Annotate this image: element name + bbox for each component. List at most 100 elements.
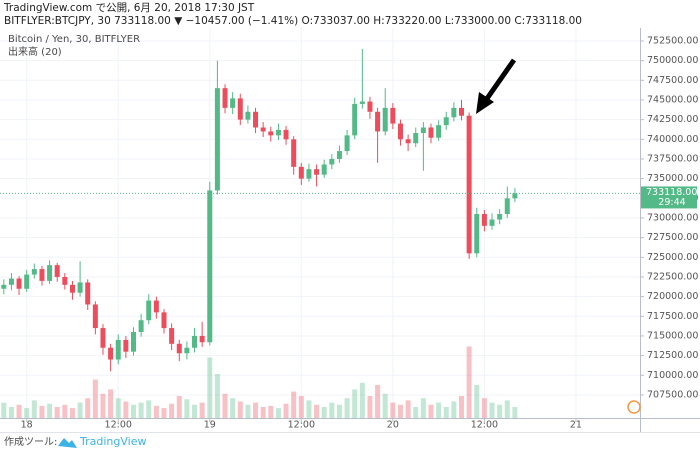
volume-bar: [253, 402, 259, 418]
volume-bar: [474, 385, 480, 418]
volume-bar: [69, 408, 75, 418]
candle-body: [8, 278, 14, 285]
candle-body: [298, 166, 304, 179]
candle-body: [390, 107, 396, 124]
footer-brand[interactable]: TradingView: [79, 435, 146, 448]
volume-bar: [39, 405, 45, 418]
volume-bar: [413, 407, 419, 418]
candle-body: [108, 347, 114, 360]
x-tick-label: 12:00: [105, 420, 132, 431]
volume-bar: [443, 407, 449, 418]
volume-bar: [298, 396, 304, 418]
volume-bar: [214, 374, 220, 418]
candle-body: [306, 169, 312, 179]
candle-body: [230, 98, 236, 108]
footer-made-with: 作成ツール:: [4, 436, 57, 448]
candle-body: [153, 300, 159, 313]
candle-body: [77, 282, 83, 293]
volume-bar: [176, 396, 182, 418]
candle-body: [474, 214, 480, 254]
candle-body: [329, 158, 335, 165]
y-tick-label: 750000.00: [647, 55, 698, 66]
price-pane: [0, 48, 640, 372]
volume-bar: [466, 346, 472, 418]
candle-body: [253, 111, 259, 128]
volume-bar: [367, 396, 373, 418]
annotation-arrow: [476, 58, 517, 114]
candle-body: [192, 335, 198, 348]
volume-bar: [130, 404, 136, 418]
axes: 707500.00 710000.00 712500.00 715000.00 7175…: [21, 35, 699, 430]
volume-bar: [451, 401, 457, 418]
candle-body: [489, 219, 495, 226]
candle-body: [169, 328, 175, 344]
candle-body: [466, 115, 472, 254]
volume-bar: [24, 408, 30, 418]
candle-body: [69, 284, 75, 293]
candle-body: [481, 214, 487, 226]
x-tick-label: 18: [21, 420, 33, 431]
candle-body: [146, 300, 152, 321]
candle-body: [459, 107, 465, 116]
candle-body: [428, 127, 434, 138]
volume-bar: [31, 400, 37, 418]
candle-body: [130, 332, 136, 352]
last-price-tag: [641, 186, 697, 209]
volume-bar: [420, 398, 426, 418]
y-tick-label: 747500.00: [647, 75, 698, 86]
volume-bar: [283, 403, 289, 418]
volume-bar: [260, 407, 266, 418]
volume-bar: [230, 398, 236, 418]
volume-bar: [169, 403, 175, 418]
candle-body: [245, 111, 251, 120]
candle-body: [512, 193, 518, 199]
volume-bar: [382, 393, 388, 418]
candle-body: [85, 282, 91, 305]
volume-bar: [245, 404, 251, 418]
y-tick-label: 727500.00: [647, 232, 698, 243]
y-tick-label: 710000.00: [647, 370, 698, 381]
volume-bar: [291, 391, 297, 418]
volume-bar: [123, 401, 129, 418]
candle-body: [123, 339, 129, 352]
candle-body: [260, 127, 266, 132]
candle-body: [504, 198, 510, 215]
volume-bar: [512, 407, 518, 418]
volume-bar: [16, 404, 22, 418]
volume-bar: [405, 400, 411, 418]
y-tick-label: 752500.00: [647, 35, 698, 46]
y-tick-label: 720000.00: [647, 291, 698, 302]
volume-bar: [138, 402, 144, 418]
volume-bar: [314, 404, 320, 418]
y-tick-label: 715000.00: [647, 330, 698, 341]
volume-bar: [222, 393, 228, 418]
candle-body: [344, 135, 350, 152]
alert-icon[interactable]: [627, 400, 641, 414]
volume-bar: [47, 403, 53, 418]
y-tick-label: 745000.00: [647, 94, 698, 105]
candle-body: [275, 129, 281, 136]
volume-bar: [504, 400, 510, 418]
volume-bar: [336, 404, 342, 418]
candle-body: [138, 320, 144, 333]
volume-bar: [54, 407, 60, 418]
y-tick-label: 722500.00: [647, 271, 698, 282]
candle-body: [184, 347, 190, 354]
y-tick-label: 730000.00: [647, 212, 698, 223]
volume-bar: [153, 405, 159, 418]
candle-body: [214, 88, 220, 191]
candle-body: [413, 133, 419, 144]
volume-bar: [199, 402, 205, 418]
candle-body: [336, 151, 342, 159]
y-tick-label: 735000.00: [647, 173, 698, 184]
volume-bar: [268, 405, 274, 418]
x-tick-label: 12:00: [288, 420, 315, 431]
volume-bar: [8, 407, 14, 418]
candle-body: [176, 343, 182, 354]
volume-bar: [390, 402, 396, 418]
candle-body: [291, 139, 297, 167]
volume-bar: [359, 382, 365, 418]
y-tick-label: 740000.00: [647, 134, 698, 145]
y-tick-label: 737500.00: [647, 153, 698, 164]
candle-body: [16, 278, 22, 289]
